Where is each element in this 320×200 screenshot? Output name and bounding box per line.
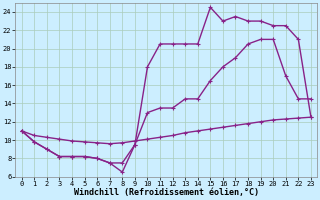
X-axis label: Windchill (Refroidissement éolien,°C): Windchill (Refroidissement éolien,°C) bbox=[74, 188, 259, 197]
